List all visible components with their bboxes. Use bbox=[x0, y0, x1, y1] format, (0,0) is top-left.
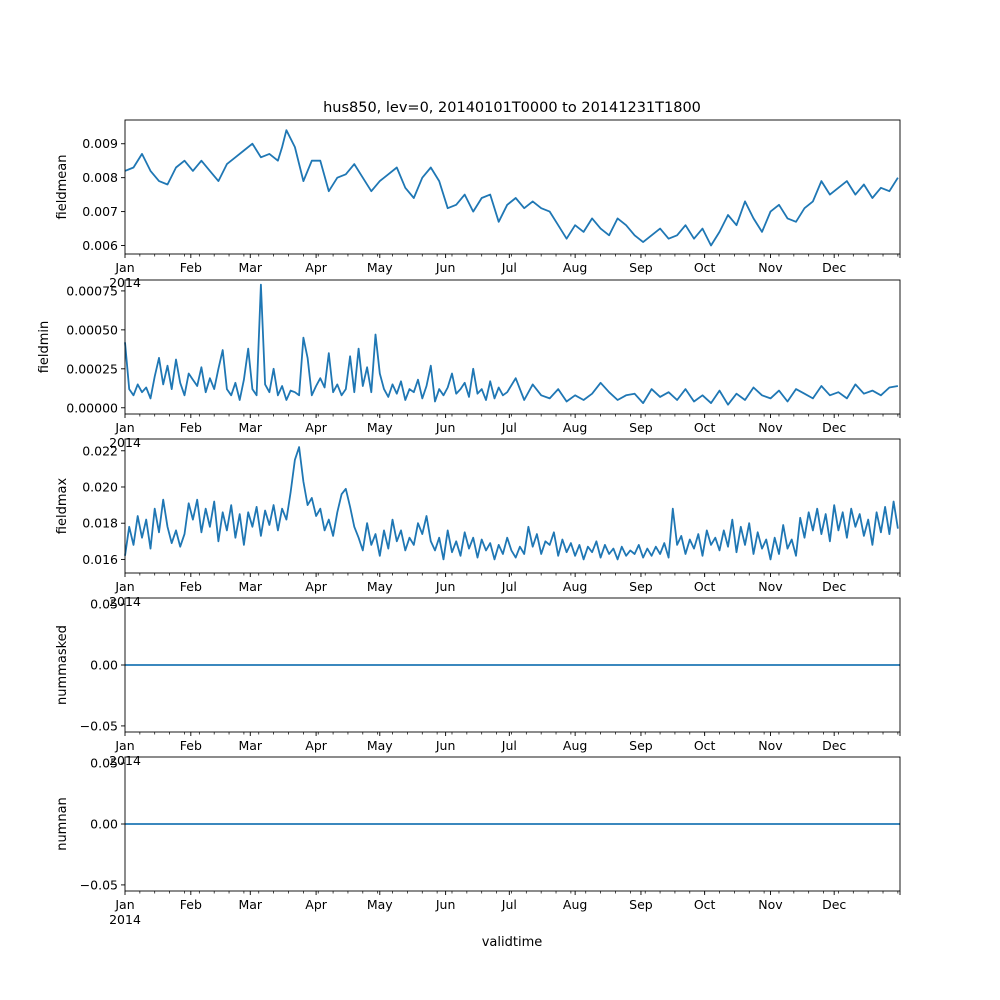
x-tick-label: Jan bbox=[114, 420, 134, 435]
x-tick-label: Sep bbox=[629, 260, 653, 275]
x-tick-label: May bbox=[367, 260, 393, 275]
panel-nummasked: −0.05 0.00 0.05 Jan Feb Mar Apr May Jun Jul Aug Sep… bbox=[55, 597, 901, 768]
series-line-fieldmin bbox=[124, 283, 899, 406]
chart-title: hus850, lev=0, 20140101T0000 to 20141231… bbox=[323, 100, 701, 116]
x-tick-label: Feb bbox=[180, 897, 202, 912]
x-tick-label: Dec bbox=[822, 738, 846, 753]
y-tick-label: 0.016 bbox=[82, 552, 118, 567]
x-tick-label: Oct bbox=[694, 260, 716, 275]
x-tick-label: Jun bbox=[435, 420, 456, 435]
x-tick-label: Feb bbox=[180, 260, 202, 275]
panel-numnan: −0.05 0.00 0.05 Jan Feb Mar Apr May Jun Jul Aug Sep… bbox=[55, 756, 901, 927]
series-line-fieldmax bbox=[124, 446, 899, 561]
x-tick-label: Mar bbox=[238, 420, 262, 435]
y-tick-label: 0.00 bbox=[90, 817, 118, 832]
panel-fieldmax: 0.016 0.018 0.020 0.022 Jan Feb Mar Apr May Jun Ju… bbox=[55, 438, 901, 609]
x-tick-label: Apr bbox=[305, 579, 327, 594]
x-tick-label: Sep bbox=[629, 579, 653, 594]
x-tick-label: Nov bbox=[758, 260, 783, 275]
series-line-fieldmean bbox=[124, 129, 899, 247]
y-tick-label: 0.008 bbox=[82, 170, 118, 185]
panel-fieldmin: 0.00000 0.00025 0.00050 0.00075 Jan Feb Mar Apr… bbox=[37, 279, 901, 450]
y-tick-label: 0.05 bbox=[90, 597, 118, 612]
x-tick-label: Dec bbox=[822, 579, 846, 594]
x-tick-label: Jan bbox=[114, 738, 134, 753]
x-tick-label: Jul bbox=[501, 420, 517, 435]
x-tick-label: Feb bbox=[180, 579, 202, 594]
x-tick-label: Jan bbox=[114, 260, 134, 275]
x-tick-label: Dec bbox=[822, 420, 846, 435]
x-tick-label: Apr bbox=[305, 260, 327, 275]
x-tick-label: Sep bbox=[629, 738, 653, 753]
x-tick-label: Jul bbox=[501, 897, 517, 912]
x-tick-label: Nov bbox=[758, 420, 783, 435]
x-tick-label: Dec bbox=[822, 260, 846, 275]
x-tick-label: Aug bbox=[563, 420, 587, 435]
x-tick-label: Apr bbox=[305, 738, 327, 753]
x-year-label: 2014 bbox=[109, 912, 141, 927]
y-tick-label: 0.00 bbox=[90, 658, 118, 673]
x-tick-label: Jul bbox=[501, 260, 517, 275]
x-tick-label: Mar bbox=[238, 579, 262, 594]
x-tick-label: Mar bbox=[238, 897, 262, 912]
x-tick-label: Feb bbox=[180, 738, 202, 753]
y-axis-label: fieldmean bbox=[55, 155, 70, 220]
axes-frame bbox=[124, 438, 901, 574]
x-tick-label: Oct bbox=[694, 897, 716, 912]
y-tick-label: 0.00075 bbox=[66, 283, 118, 298]
x-tick-label: Oct bbox=[694, 738, 716, 753]
y-tick-label: 0.022 bbox=[82, 443, 118, 458]
x-tick-label: Jun bbox=[435, 897, 456, 912]
x-tick-label: Mar bbox=[238, 260, 262, 275]
axes-frame bbox=[124, 279, 901, 415]
x-tick-label: Feb bbox=[180, 420, 202, 435]
x-tick-label: Nov bbox=[758, 738, 783, 753]
x-tick-label: Jun bbox=[435, 579, 456, 594]
y-tick-label: 0.018 bbox=[82, 516, 118, 531]
y-axis-label: fieldmin bbox=[37, 321, 52, 374]
x-tick-label: Nov bbox=[758, 897, 783, 912]
x-tick-label: Oct bbox=[694, 579, 716, 594]
y-tick-label: 0.006 bbox=[82, 238, 118, 253]
axes-frame bbox=[124, 119, 901, 255]
y-tick-label: −0.05 bbox=[80, 877, 118, 892]
x-tick-label: Dec bbox=[822, 897, 846, 912]
x-tick-label: Jan bbox=[114, 897, 134, 912]
x-tick-label: Aug bbox=[563, 260, 587, 275]
x-axis-label: validtime bbox=[482, 935, 543, 950]
y-tick-label: 0.00025 bbox=[66, 361, 118, 376]
y-axis-label: fieldmax bbox=[55, 478, 70, 535]
y-tick-label: 0.020 bbox=[82, 479, 118, 494]
x-tick-label: May bbox=[367, 897, 393, 912]
y-tick-label: 0.00000 bbox=[66, 400, 118, 415]
y-tick-label: 0.007 bbox=[82, 204, 118, 219]
x-tick-label: Aug bbox=[563, 738, 587, 753]
x-tick-label: Jun bbox=[435, 738, 456, 753]
x-tick-label: Mar bbox=[238, 738, 262, 753]
x-tick-label: May bbox=[367, 738, 393, 753]
y-tick-label: 0.05 bbox=[90, 756, 118, 771]
x-tick-label: Oct bbox=[694, 420, 716, 435]
panels: 0.006 0.007 0.008 0.009 Jan Feb Mar Apr May Jun Ju… bbox=[37, 119, 901, 927]
y-tick-label: −0.05 bbox=[80, 718, 118, 733]
x-tick-label: Aug bbox=[563, 579, 587, 594]
x-tick-label: Jul bbox=[501, 738, 517, 753]
x-tick-label: Jun bbox=[435, 260, 456, 275]
y-tick-label: 0.00050 bbox=[66, 322, 118, 337]
x-tick-label: May bbox=[367, 420, 393, 435]
x-tick-label: Jan bbox=[114, 579, 134, 594]
x-tick-label: Sep bbox=[629, 420, 653, 435]
panel-fieldmean: 0.006 0.007 0.008 0.009 Jan Feb Mar Apr May Jun Ju… bbox=[55, 119, 901, 290]
x-tick-label: Sep bbox=[629, 897, 653, 912]
x-tick-label: Aug bbox=[563, 897, 587, 912]
x-tick-label: Apr bbox=[305, 897, 327, 912]
x-tick-label: Jul bbox=[501, 579, 517, 594]
y-tick-label: 0.009 bbox=[82, 136, 118, 151]
y-axis-label: numnan bbox=[55, 797, 70, 851]
x-tick-label: Nov bbox=[758, 579, 783, 594]
y-axis-label: nummasked bbox=[55, 625, 70, 705]
x-tick-label: Apr bbox=[305, 420, 327, 435]
x-tick-label: May bbox=[367, 579, 393, 594]
